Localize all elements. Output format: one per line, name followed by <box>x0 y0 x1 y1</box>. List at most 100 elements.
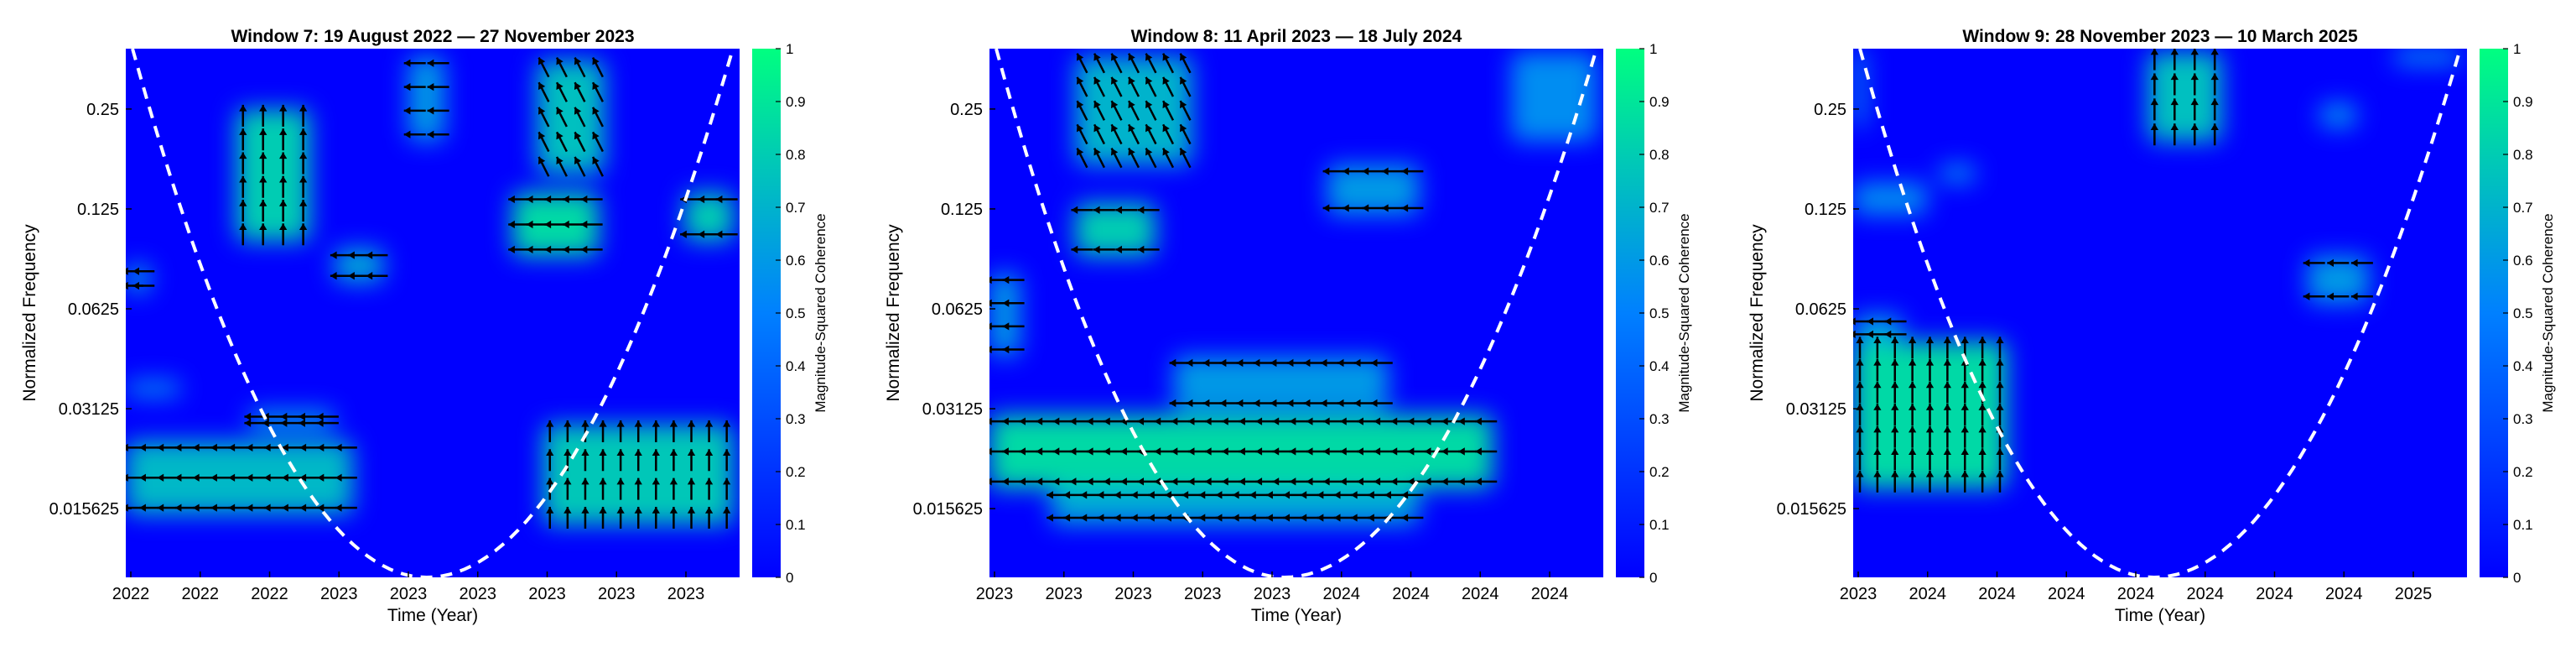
phase-arrow <box>1110 100 1123 121</box>
colorbar-ticks: 0 0.1 0.2 0.3 0.4 0.5 0.6 0.7 0.8 0.9 1 <box>2503 41 2533 586</box>
phase-arrow <box>581 449 589 472</box>
phase-arrow <box>1076 76 1088 97</box>
phase-arrows <box>1853 49 2373 493</box>
phase-arrow <box>2150 73 2158 96</box>
phase-arrow <box>316 412 339 421</box>
phase-arrow <box>715 195 738 204</box>
y-tick-label: 0.25 <box>950 101 983 119</box>
y-axis-ticks: 0.25 0.125 0.0625 0.03125 0.015625 <box>1777 101 1859 519</box>
phase-arrow <box>574 107 586 128</box>
colorbar-tick-label: 0 <box>1649 570 1657 586</box>
phase-arrow <box>1145 76 1157 97</box>
phase-arrow <box>1128 76 1140 97</box>
phase-arrow <box>687 506 696 529</box>
phase-arrow <box>335 443 357 452</box>
phase-arrow <box>599 477 607 500</box>
phase-arrow <box>2327 292 2350 300</box>
phase-arrow <box>704 477 714 500</box>
phase-arrow <box>1179 148 1192 169</box>
phase-arrow <box>669 506 678 529</box>
phase-arrow <box>546 449 554 472</box>
phase-arrow <box>1162 148 1175 169</box>
phase-arrow <box>1856 337 1864 359</box>
x-tick-label: 2023 <box>598 585 636 603</box>
y-tick-label: 0.125 <box>1805 201 1846 219</box>
phase-arrow <box>704 420 714 442</box>
cone-of-influence <box>1858 49 2462 577</box>
phase-arrow <box>687 477 696 500</box>
phase-arrow <box>580 220 603 229</box>
phase-arrow <box>616 420 625 442</box>
phase-arrow <box>2210 73 2219 96</box>
colorbar-tick-label: 0.8 <box>1649 147 1670 163</box>
x-tick-label: 2022 <box>112 585 150 603</box>
phase-arrow <box>1925 448 1935 471</box>
phase-arrow <box>1401 167 1424 175</box>
y-tick-label: 0.03125 <box>922 400 983 419</box>
y-tick-label: 0.25 <box>86 101 119 119</box>
phase-arrow <box>1110 76 1123 97</box>
phase-arrow <box>723 449 731 472</box>
cone-of-influence <box>131 49 735 577</box>
phase-arrow <box>259 223 267 246</box>
phase-arrow <box>715 230 738 238</box>
coherence-region <box>126 380 181 397</box>
phase-arrow <box>1162 123 1175 145</box>
phase-arrow <box>1110 148 1123 169</box>
x-axis-label: Time (Year) <box>387 606 478 625</box>
phase-arrow <box>1961 448 1969 471</box>
phase-arrow <box>616 506 625 529</box>
x-tick-label: 2023 <box>320 585 358 603</box>
colorbar-ticks: 0 0.1 0.2 0.3 0.4 0.5 0.6 0.7 0.8 0.9 1 <box>776 41 806 586</box>
phase-arrow <box>1475 417 1498 425</box>
coherence-region <box>1075 203 1156 257</box>
x-tick-label: 2024 <box>1531 585 1569 603</box>
phase-arrow <box>1996 448 2004 471</box>
phase-arrow <box>2210 123 2219 146</box>
colorbar-tick-label: 0.5 <box>2513 305 2533 321</box>
x-axis-ticks: 2023 2024 2024 2024 2024 2024 2024 2024 2025 <box>1840 571 2432 603</box>
phase-arrow <box>1908 425 1917 448</box>
phase-arrow <box>1179 76 1192 97</box>
colorbar-tick-label: 0.6 <box>786 253 806 269</box>
x-tick-label: 2024 <box>2187 585 2225 603</box>
phase-arrow <box>1145 123 1157 145</box>
phase-arrow <box>1978 470 1987 493</box>
phase-arrow <box>1943 448 1952 471</box>
y-tick-label: 0.015625 <box>1777 500 1846 519</box>
phase-arrow <box>1381 204 1404 212</box>
colorbar-tick-label: 0.2 <box>2513 464 2533 480</box>
phase-arrow <box>1093 206 1115 214</box>
phase-arrow <box>555 107 568 128</box>
phase-arrow <box>1873 404 1882 426</box>
phase-arrow <box>1925 470 1935 493</box>
colorbar-tick-label: 0.8 <box>786 147 806 163</box>
phase-arrow <box>335 473 357 482</box>
phase-arrow <box>1996 404 2004 426</box>
coherence-region <box>1939 164 1976 183</box>
phase-arrow <box>1961 470 1969 493</box>
x-tick-label: 2024 <box>1909 585 1947 603</box>
phase-arrow <box>634 449 642 472</box>
phase-arrow <box>546 506 554 529</box>
phase-arrow <box>427 107 449 115</box>
phase-arrow <box>1908 404 1917 426</box>
phase-arrow <box>259 128 267 151</box>
phase-arrow <box>1076 100 1088 121</box>
phase-arrow <box>669 449 678 472</box>
phase-arrow <box>1162 53 1175 74</box>
phase-arrow <box>279 223 288 246</box>
phase-arrow <box>403 59 426 67</box>
phase-arrow <box>546 420 554 442</box>
y-tick-label: 0.0625 <box>932 300 983 319</box>
phase-arrow <box>1362 167 1384 175</box>
phase-arrow <box>279 128 288 151</box>
coherence-region <box>248 410 335 430</box>
coherence-region <box>236 108 310 242</box>
phase-arrow <box>1908 337 1917 359</box>
phase-arrow <box>279 200 288 222</box>
x-axis-label: Time (Year) <box>2115 606 2205 625</box>
phase-arrow <box>1873 470 1882 493</box>
phase-arrow <box>1891 470 1899 493</box>
